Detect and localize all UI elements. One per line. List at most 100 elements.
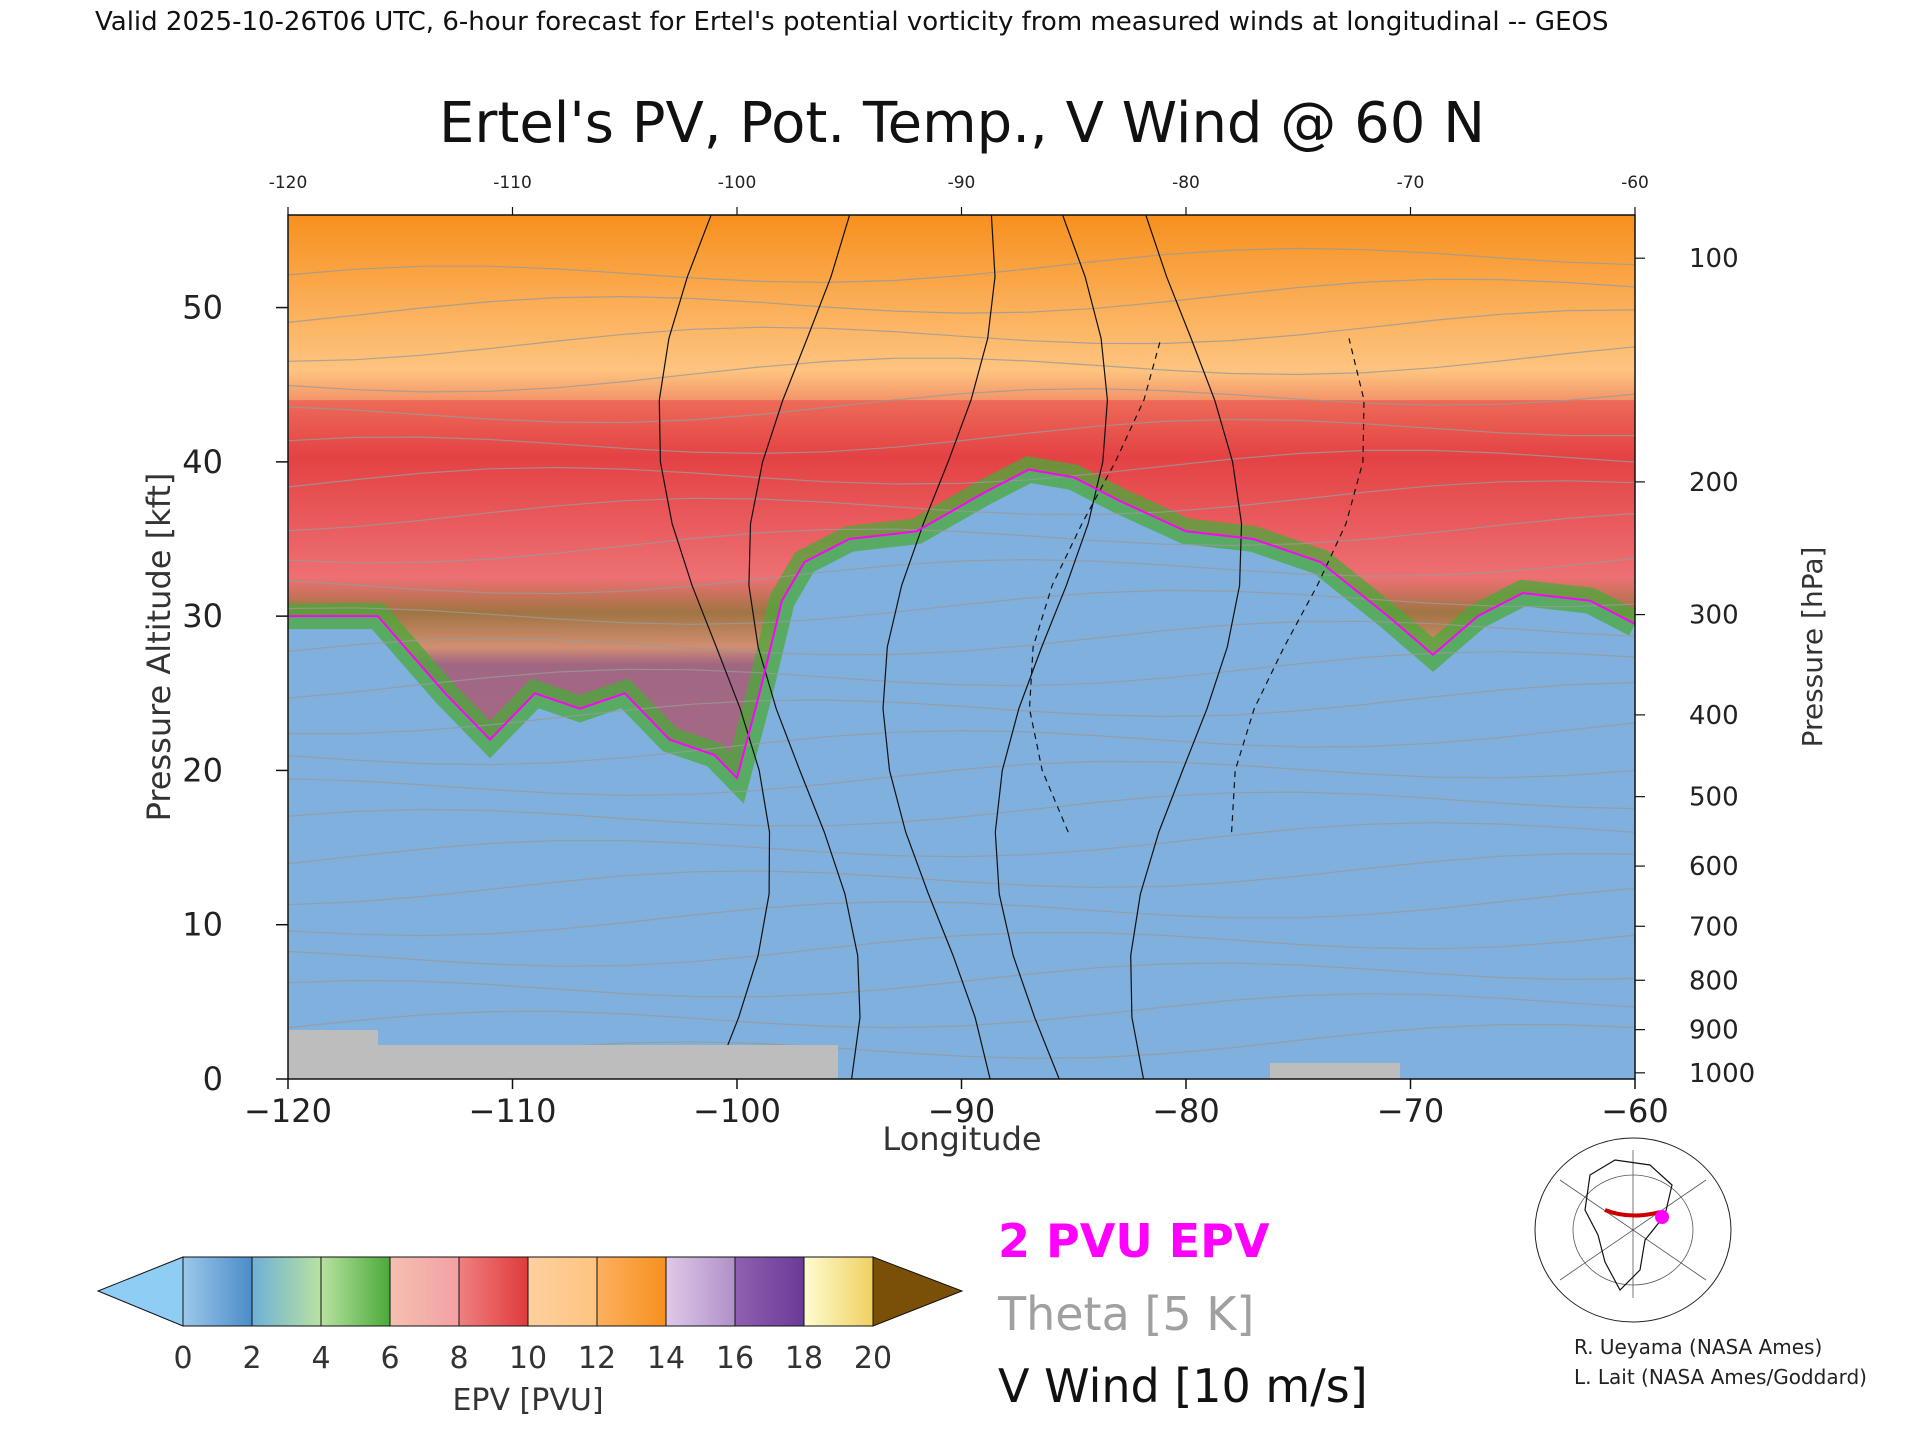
legend-theta: Theta [5 K] — [997, 1287, 1254, 1341]
v-wind-contour — [882, 215, 996, 1079]
terrain-mask — [1270, 1063, 1400, 1079]
theta-contour — [288, 962, 1635, 998]
cross-section-line — [1604, 1208, 1661, 1218]
credit-line-2: L. Lait (NASA Ames/Goddard) — [1574, 1365, 1867, 1389]
theta-contour — [288, 480, 1635, 532]
top-tick-label: -110 — [493, 173, 532, 193]
colorbar-ticks: 0 2 4 6 8 10 12 14 16 18 20 — [173, 1257, 892, 1376]
theta-contour — [288, 346, 1635, 393]
colorbar-label: EPV [PVU] — [452, 1383, 603, 1418]
top-tick-label: -60 — [1621, 173, 1649, 193]
theta-contour — [288, 247, 1635, 284]
pressure-tick-label: 500 — [1689, 783, 1739, 813]
legend-vwind: V Wind [10 m/s] — [998, 1359, 1368, 1413]
x-axis-label: Longitude — [882, 1120, 1041, 1158]
y-axis-label: Pressure Altitude [kft] — [140, 473, 178, 822]
colorbar-tick-label: 20 — [854, 1341, 892, 1376]
top-tick-label: -120 — [269, 173, 308, 193]
pressure-tick-label: 700 — [1689, 912, 1739, 942]
chart-title: Ertel's PV, Pot. Temp., V Wind @ 60 N — [439, 91, 1485, 156]
colorbar-over-arrow — [872, 1256, 964, 1327]
theta-contour — [288, 722, 1635, 766]
x-tick-label: −110 — [469, 1092, 557, 1130]
colorbar-tick-label: 10 — [509, 1341, 547, 1376]
y2-axis-label: Pressure [hPa] — [1796, 547, 1829, 748]
theta-contour — [288, 589, 1635, 626]
legend: 2 PVU EPV Theta [5 K] V Wind [10 m/s] — [997, 1214, 1368, 1413]
legend-2pvu: 2 PVU EPV — [998, 1214, 1270, 1268]
theta-contour — [288, 822, 1635, 865]
v-wind-contours — [658, 215, 1365, 1079]
x-axis: −120 −110 −100 −90 −80 −70 −60 — [244, 1079, 1669, 1130]
v-wind-contour — [658, 215, 771, 1079]
colorbar-tick-label: 0 — [173, 1341, 192, 1376]
top-tick-label: -80 — [1172, 173, 1200, 193]
pressure-tick-label: 600 — [1689, 852, 1739, 882]
theta-contour — [288, 620, 1635, 656]
top-tick-label: -70 — [1397, 173, 1425, 193]
x-tick-label: −80 — [1152, 1092, 1220, 1130]
y-tick-label: 0 — [203, 1060, 223, 1098]
colorbar-tick-label: 8 — [449, 1341, 468, 1376]
x-tick-label: −70 — [1377, 1092, 1445, 1130]
colorbar-tick-label: 14 — [647, 1341, 685, 1376]
colorbar-tick-label: 12 — [578, 1341, 616, 1376]
x-tick-label: −120 — [244, 1092, 332, 1130]
pressure-tick-label: 200 — [1689, 468, 1739, 498]
y-tick-label: 50 — [182, 289, 223, 327]
continent-outline — [1584, 1159, 1673, 1291]
pressure-axis: 100 200 300 400 500 600 700 800 900 1000 — [1635, 244, 1755, 1089]
theta-contour — [288, 449, 1635, 488]
theta-contour — [288, 852, 1635, 906]
theta-contour — [288, 887, 1635, 937]
map-inset — [1534, 1137, 1732, 1323]
theta-contour — [288, 760, 1635, 796]
theta-contour — [288, 388, 1635, 424]
y-axis: 0 10 20 30 40 50 — [182, 289, 288, 1098]
pressure-tick-label: 300 — [1689, 601, 1739, 631]
colorbar: 0 2 4 6 8 10 12 14 16 18 20 EPV [PVU] — [96, 1256, 964, 1418]
pressure-tick-label: 900 — [1689, 1016, 1739, 1046]
colorbar-tick-label: 6 — [380, 1341, 399, 1376]
pressure-tick-label: 800 — [1689, 966, 1739, 996]
cross-section-marker — [1655, 1210, 1669, 1224]
theta-contour — [288, 557, 1635, 595]
globe-outline — [1534, 1137, 1732, 1323]
theta-contour — [288, 791, 1635, 827]
theta-contour — [288, 512, 1635, 564]
theta-contour — [288, 278, 1635, 323]
top-axis: -120 -110 -100 -90 -80 -70 -60 — [269, 173, 1649, 215]
v-wind-contour-negative — [1028, 338, 1162, 833]
v-wind-contour — [994, 215, 1109, 1079]
y-tick-label: 30 — [182, 597, 223, 635]
v-wind-contour — [748, 215, 861, 1079]
pressure-tick-label: 400 — [1689, 701, 1739, 731]
v-wind-contour — [1130, 215, 1243, 1079]
colorbar-tick-label: 18 — [785, 1341, 823, 1376]
y-tick-label: 20 — [182, 751, 223, 789]
theta-contour — [288, 681, 1635, 735]
theta-contour — [288, 931, 1635, 967]
theta-contour — [288, 651, 1635, 699]
terrain-mask — [288, 1030, 378, 1079]
valid-line: Valid 2025-10-26T06 UTC, 6-hour forecast… — [95, 7, 1608, 37]
terrain-mask — [378, 1045, 838, 1079]
colorbar-tick-label: 4 — [311, 1341, 330, 1376]
x-tick-label: −60 — [1601, 1092, 1669, 1130]
colorbar-tick-label: 2 — [242, 1341, 261, 1376]
v-wind-contour-negative — [1231, 338, 1365, 833]
theta-contour — [288, 418, 1635, 455]
x-tick-label: −90 — [928, 1092, 996, 1130]
theta-contour — [288, 309, 1635, 362]
credit-line-1: R. Ueyama (NASA Ames) — [1574, 1335, 1822, 1359]
2pvu-contour — [288, 468, 1635, 781]
y-tick-label: 40 — [182, 443, 223, 481]
graticule — [1559, 1179, 1707, 1281]
colorbar-under-arrow — [96, 1256, 184, 1327]
colorbar-tick-label: 16 — [716, 1341, 754, 1376]
x-tick-label: −100 — [693, 1092, 781, 1130]
plot-area — [288, 215, 1635, 1079]
pressure-tick-label: 1000 — [1689, 1059, 1755, 1089]
top-tick-label: -90 — [948, 173, 976, 193]
